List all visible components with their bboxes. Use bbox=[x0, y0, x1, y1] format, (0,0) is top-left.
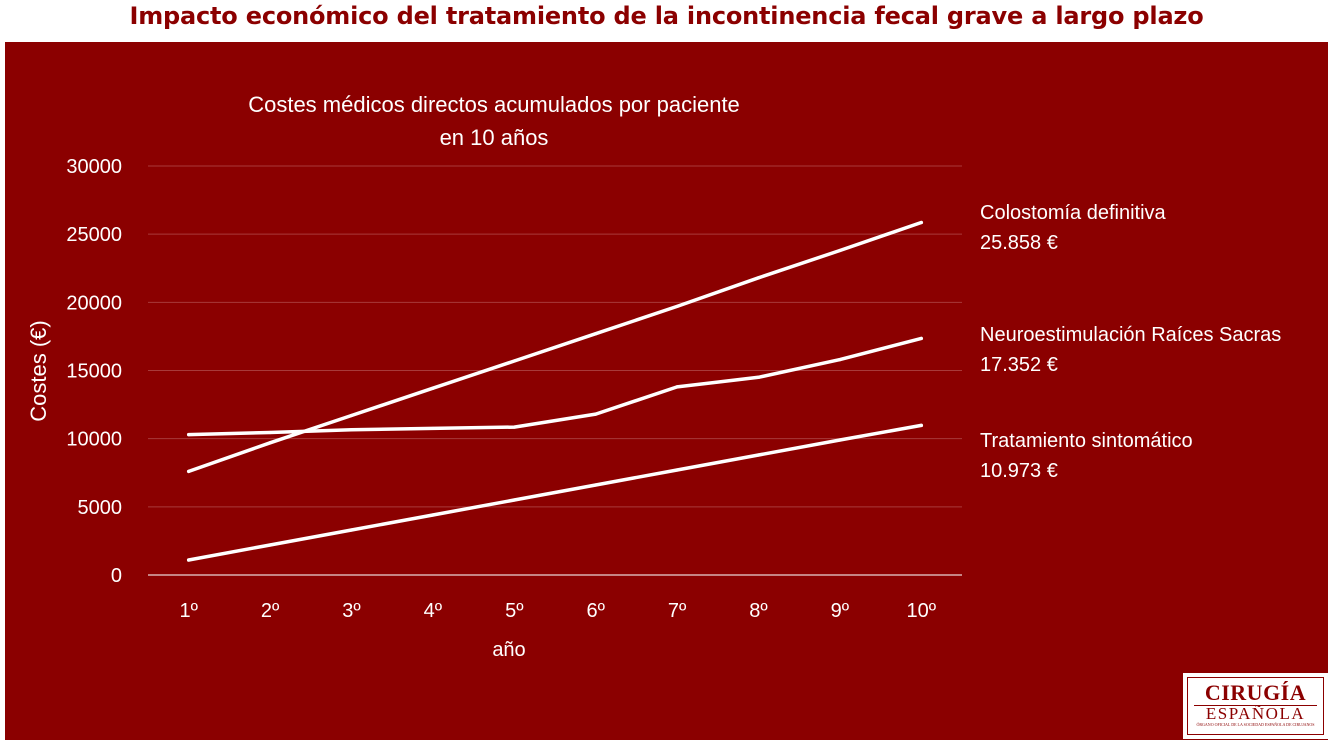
data-point bbox=[838, 438, 842, 442]
x-tick-label: 7º bbox=[668, 600, 687, 622]
data-point bbox=[919, 220, 923, 225]
logo-line2: ESPAÑOLA bbox=[1194, 705, 1317, 722]
data-point bbox=[756, 276, 761, 280]
chart-panel: 0 5000 10000 15000 20000 25000 30000 1º 2º 3º 4º 5º… bbox=[5, 42, 1328, 740]
logo-line3: ÓRGANO OFICIAL DE LA SOCIEDAD ESPAÑOLA D… bbox=[1196, 722, 1315, 727]
series-label-name: Neuroestimulación Raíces Sacras bbox=[980, 324, 1281, 346]
x-tick-label: 2º bbox=[261, 600, 280, 622]
data-point bbox=[187, 469, 191, 473]
line-chart: 0 5000 10000 15000 20000 25000 30000 1º 2º 3º 4º 5º… bbox=[5, 42, 1328, 740]
data-point bbox=[512, 359, 516, 363]
x-tick-label: 4º bbox=[424, 600, 443, 622]
series-lines bbox=[186, 220, 924, 562]
y-tick-label: 15000 bbox=[66, 361, 122, 383]
data-point bbox=[512, 498, 516, 502]
data-point bbox=[838, 357, 842, 362]
chart-title-line: Costes médicos directos acumulados por p… bbox=[248, 92, 740, 117]
data-point bbox=[756, 453, 761, 457]
y-tick-label: 30000 bbox=[66, 156, 122, 178]
data-point bbox=[838, 248, 842, 253]
x-tick-label: 3º bbox=[342, 600, 361, 622]
x-tick-label: 10º bbox=[907, 600, 937, 622]
data-point bbox=[431, 426, 435, 431]
data-point bbox=[431, 386, 435, 390]
series-line bbox=[186, 336, 924, 437]
y-tick-label: 20000 bbox=[66, 292, 122, 314]
x-tick-label: 9º bbox=[831, 600, 850, 622]
series-label-name: Tratamiento sintomático bbox=[980, 430, 1193, 452]
data-point bbox=[594, 332, 598, 336]
x-tick-label: 1º bbox=[179, 600, 198, 622]
data-point bbox=[594, 483, 598, 487]
series-label-name: Colostomía definitiva bbox=[980, 202, 1167, 224]
logo-line1: CIRUGÍA bbox=[1204, 680, 1307, 705]
chart-title-line: en 10 años bbox=[440, 125, 549, 150]
chart-text: año Costes (€) Costes médicos directos acu… bbox=[26, 92, 740, 661]
data-point bbox=[919, 423, 923, 428]
y-tick-label: 0 bbox=[111, 565, 122, 587]
x-tick-label: 6º bbox=[586, 600, 605, 622]
data-point bbox=[349, 528, 354, 532]
x-tick-label: 8º bbox=[749, 600, 768, 622]
data-point bbox=[675, 468, 679, 472]
axes: 0 5000 10000 15000 20000 25000 30000 1º 2º 3º 4º 5º… bbox=[66, 156, 962, 622]
data-point bbox=[431, 513, 435, 517]
data-point bbox=[268, 430, 272, 435]
series-labels: Colostomía definitiva 25.858 € Neuroestimu… bbox=[980, 202, 1281, 482]
series-line bbox=[186, 423, 924, 562]
y-axis-title: Costes (€) bbox=[26, 320, 51, 421]
data-point bbox=[675, 304, 679, 309]
y-tick-label: 10000 bbox=[66, 429, 122, 451]
y-tick-label: 5000 bbox=[78, 497, 123, 519]
data-point bbox=[756, 375, 761, 379]
series-line bbox=[186, 220, 924, 474]
data-point bbox=[187, 558, 191, 562]
series-label-value: 25.858 € bbox=[980, 232, 1058, 254]
data-point bbox=[349, 428, 354, 432]
x-axis-title: año bbox=[492, 639, 525, 661]
y-tick-label: 25000 bbox=[66, 224, 122, 246]
data-point bbox=[675, 385, 679, 389]
data-point bbox=[594, 412, 598, 416]
page-title: Impacto económico del tratamiento de la … bbox=[129, 2, 1204, 30]
series-label-value: 17.352 € bbox=[980, 354, 1058, 376]
data-point bbox=[268, 441, 272, 445]
data-point bbox=[349, 413, 354, 418]
data-point bbox=[512, 425, 516, 429]
series-label-value: 10.973 € bbox=[980, 460, 1058, 482]
data-point bbox=[268, 543, 272, 547]
data-point bbox=[187, 432, 191, 437]
data-point bbox=[919, 336, 923, 341]
x-tick-label: 5º bbox=[505, 600, 524, 622]
journal-logo: CIRUGÍA ESPAÑOLA ÓRGANO OFICIAL DE LA SO… bbox=[1183, 673, 1328, 739]
